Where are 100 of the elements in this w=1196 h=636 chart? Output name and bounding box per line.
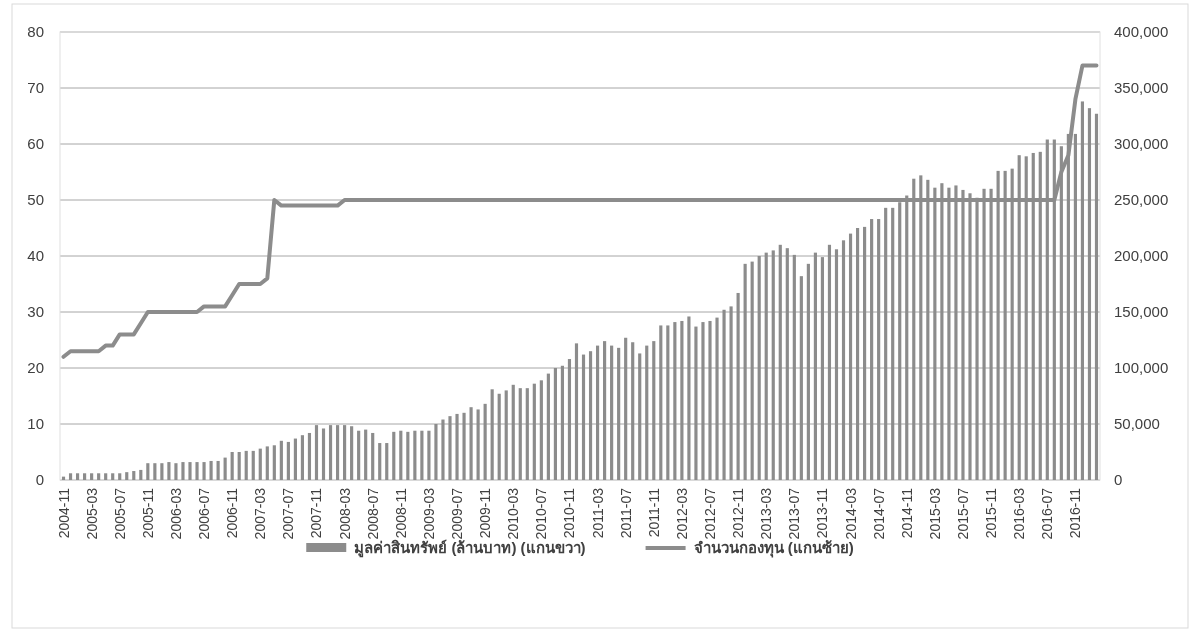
y-tick-label: 40 bbox=[27, 247, 44, 264]
bar bbox=[434, 424, 438, 480]
y2-tick-label: 100,000 bbox=[1114, 359, 1169, 376]
bar bbox=[645, 345, 649, 480]
y2-tick-label: 250,000 bbox=[1114, 191, 1169, 208]
bar bbox=[659, 325, 663, 480]
bar bbox=[666, 325, 670, 480]
bar bbox=[687, 316, 691, 480]
x-tick-label: 2009-07 bbox=[449, 487, 466, 540]
y2-tick-label: 50,000 bbox=[1114, 415, 1160, 432]
bar bbox=[209, 460, 213, 480]
x-tick-label: 2007-03 bbox=[252, 487, 269, 540]
bar bbox=[694, 326, 698, 480]
bar bbox=[1073, 133, 1077, 480]
bar bbox=[610, 345, 614, 480]
bar bbox=[581, 354, 586, 480]
x-tick-label: 2014-11 bbox=[898, 487, 915, 539]
bar bbox=[778, 244, 782, 480]
y-tick-label: 10 bbox=[27, 415, 44, 432]
bar bbox=[884, 207, 888, 480]
bar bbox=[118, 473, 122, 480]
x-tick-label: 2008-03 bbox=[336, 487, 353, 540]
x-tick-label: 2006-07 bbox=[196, 487, 213, 540]
x-tick-label: 2015-07 bbox=[954, 487, 971, 540]
x-tick-label: 2014-07 bbox=[870, 487, 887, 540]
y-tick-label: 70 bbox=[27, 79, 44, 96]
x-tick-label: 2008-11 bbox=[392, 487, 409, 539]
bar bbox=[855, 228, 860, 480]
x-tick-label: 2010-03 bbox=[505, 487, 522, 540]
bar bbox=[476, 409, 480, 480]
x-tick-label: 2015-11 bbox=[983, 487, 1000, 539]
x-tick-label: 2004-11 bbox=[55, 487, 72, 539]
bar bbox=[202, 462, 206, 480]
bar bbox=[574, 343, 579, 480]
x-tick-label: 2015-03 bbox=[926, 487, 943, 540]
bar bbox=[905, 195, 909, 480]
bar bbox=[174, 463, 178, 480]
x-tick-label: 2016-07 bbox=[1039, 487, 1056, 540]
bar bbox=[1024, 156, 1028, 480]
bar bbox=[75, 473, 80, 480]
bar bbox=[511, 384, 515, 480]
y-tick-label: 60 bbox=[27, 135, 44, 152]
bar bbox=[293, 438, 297, 480]
bar bbox=[603, 341, 607, 480]
bar bbox=[638, 353, 642, 480]
bar bbox=[146, 463, 150, 480]
x-tick-label: 2007-07 bbox=[280, 487, 297, 540]
bar bbox=[834, 249, 839, 480]
bar bbox=[68, 473, 73, 480]
bar bbox=[385, 443, 389, 480]
bar bbox=[912, 178, 916, 480]
bar bbox=[595, 345, 600, 480]
x-tick-label: 2006-11 bbox=[224, 487, 241, 539]
bar bbox=[97, 473, 101, 480]
bar bbox=[195, 462, 199, 480]
bar bbox=[251, 450, 255, 480]
x-tick-label: 2011-07 bbox=[617, 487, 634, 539]
y2-tick-label: 200,000 bbox=[1114, 247, 1169, 264]
x-tick-label: 2012-03 bbox=[673, 487, 690, 540]
bar bbox=[750, 261, 754, 480]
bar bbox=[1094, 113, 1099, 480]
bar bbox=[701, 322, 705, 480]
bar bbox=[624, 337, 628, 480]
bar bbox=[406, 431, 410, 480]
x-tick-label: 2010-11 bbox=[561, 487, 578, 539]
bar bbox=[1080, 101, 1085, 480]
bar bbox=[898, 202, 902, 480]
x-tick-label: 2006-03 bbox=[167, 487, 184, 540]
y-tick-label: 20 bbox=[27, 359, 44, 376]
bar bbox=[237, 452, 241, 480]
bar bbox=[954, 185, 958, 480]
bar bbox=[553, 368, 557, 480]
y-tick-label: 0 bbox=[35, 471, 44, 488]
y-tick-label: 50 bbox=[27, 191, 44, 208]
bar bbox=[617, 347, 621, 480]
x-tick-label: 2013-07 bbox=[786, 487, 803, 540]
y2-tick-label: 350,000 bbox=[1114, 79, 1169, 96]
bar bbox=[1059, 146, 1063, 480]
bar bbox=[244, 450, 248, 480]
x-tick-label: 2007-11 bbox=[308, 487, 325, 539]
bar bbox=[757, 256, 761, 480]
bar bbox=[279, 440, 283, 480]
legend-label: มูลค่าสินทรัพย์ (ล้านบาท) (แกนขวา) bbox=[354, 539, 586, 558]
x-tick-label: 2011-11 bbox=[645, 487, 662, 538]
bar bbox=[722, 309, 726, 480]
bar bbox=[652, 341, 656, 480]
bar bbox=[820, 257, 825, 480]
bar bbox=[307, 432, 312, 480]
bar bbox=[961, 189, 965, 480]
bar bbox=[160, 463, 164, 480]
bar bbox=[926, 179, 930, 480]
bar bbox=[525, 388, 529, 480]
bar bbox=[736, 292, 740, 480]
bar bbox=[708, 320, 712, 480]
bar bbox=[841, 240, 846, 480]
x-tick-label: 2009-03 bbox=[420, 487, 437, 540]
bar bbox=[631, 342, 635, 480]
bar bbox=[490, 389, 494, 480]
bar bbox=[792, 254, 796, 480]
bar bbox=[848, 233, 853, 480]
